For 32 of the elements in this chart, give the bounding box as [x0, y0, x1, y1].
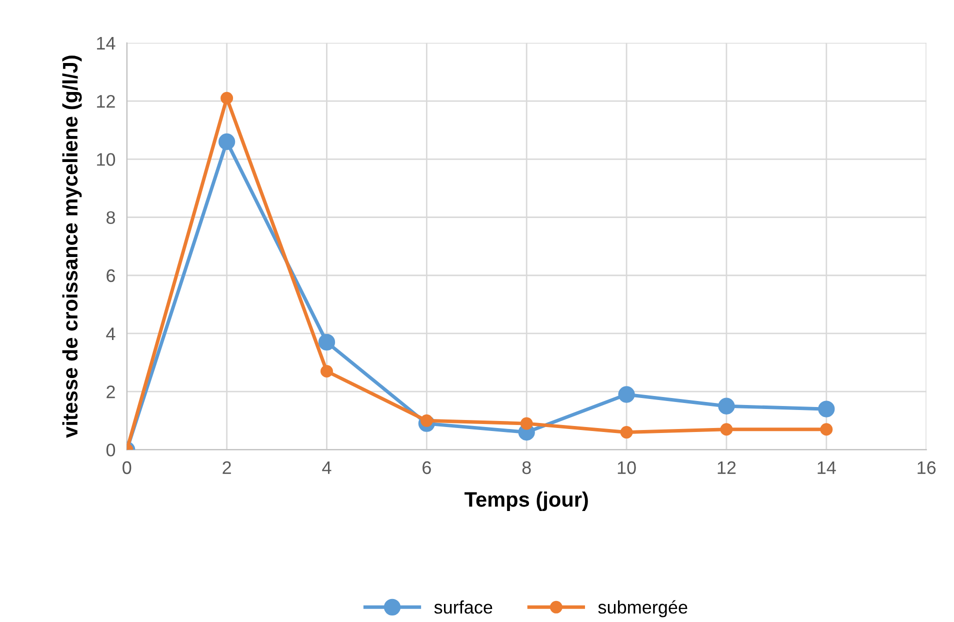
y-axis-title: vitesse de croissance myceliene (g/l/J) — [62, 56, 82, 438]
point — [720, 423, 733, 436]
x-tick-label: 4 — [322, 461, 332, 474]
point — [220, 92, 234, 104]
x-tick-label: 2 — [222, 461, 231, 474]
x-tick-label: 14 — [818, 461, 836, 474]
y-tick-label: 8 — [106, 211, 115, 224]
x-tick-label: 10 — [618, 461, 636, 474]
x-tick-label: 0 — [122, 461, 132, 474]
point — [218, 133, 236, 150]
y-tick-label: 2 — [106, 386, 115, 398]
point — [520, 417, 533, 430]
y-tick-label: 4 — [106, 328, 116, 340]
point — [620, 426, 633, 439]
x-tick-label: 16 — [918, 461, 936, 474]
point — [618, 386, 635, 403]
y-tick-label: 6 — [106, 269, 115, 282]
legend-label: surface — [434, 600, 492, 614]
y-tick-label: 0 — [106, 444, 116, 456]
y-tick-label: 14 — [97, 37, 116, 50]
point — [320, 365, 333, 378]
x-tick-label: 8 — [522, 461, 531, 474]
y-tick-label: 10 — [97, 153, 116, 166]
y-tick-label: 12 — [97, 94, 115, 108]
x-axis-title: Temps (jour) — [464, 492, 588, 511]
x-tick-label: 6 — [422, 461, 431, 474]
point — [818, 400, 835, 418]
point — [718, 398, 735, 414]
legend-label: submergée — [598, 600, 688, 618]
point — [820, 423, 833, 436]
point — [318, 334, 336, 351]
x-tick-label: 12 — [718, 461, 736, 474]
